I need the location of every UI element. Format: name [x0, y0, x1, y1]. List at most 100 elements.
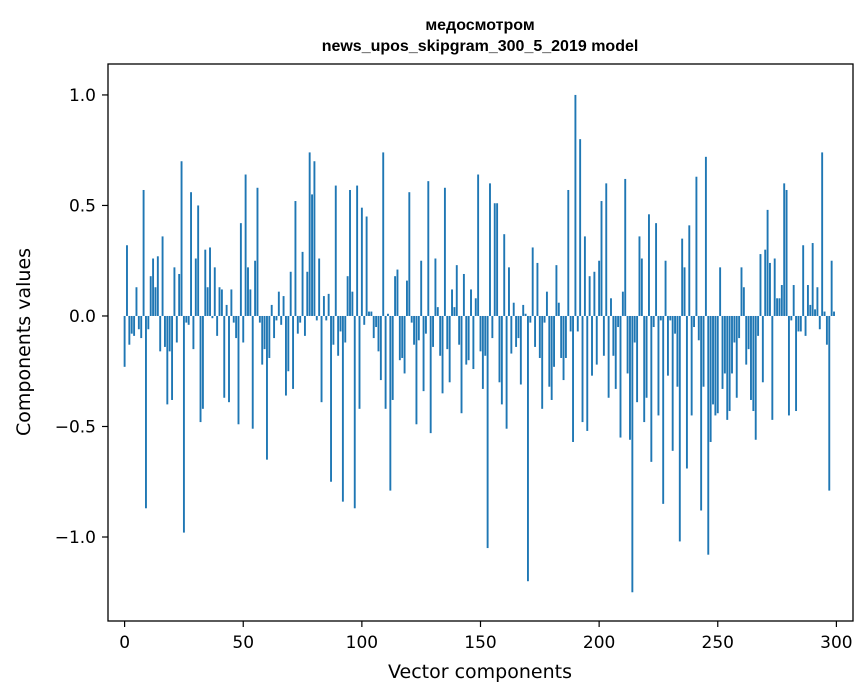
bar [230, 289, 233, 316]
bar [652, 315, 655, 328]
x-tick-label: 200 [583, 633, 615, 653]
bar [410, 315, 413, 323]
bar [757, 315, 760, 336]
bar [572, 315, 574, 442]
bar [292, 315, 295, 389]
bar [403, 315, 406, 374]
bar [759, 254, 762, 316]
bar [804, 315, 807, 336]
bar [714, 315, 717, 416]
bar [128, 315, 131, 345]
bar [318, 258, 321, 316]
bar [256, 187, 259, 316]
bar [370, 311, 373, 316]
bar [754, 315, 757, 440]
bar [721, 315, 724, 389]
bar [209, 247, 211, 316]
bar [678, 315, 681, 542]
bar [560, 315, 563, 358]
bar [258, 315, 261, 323]
bar [178, 273, 181, 316]
bar [237, 315, 240, 425]
bar [631, 315, 634, 593]
bar [742, 287, 745, 316]
bar [612, 315, 615, 356]
bar [142, 189, 145, 316]
bar [389, 315, 392, 491]
bar [192, 315, 195, 350]
bar [685, 315, 688, 469]
bar [735, 315, 738, 398]
x-axis-ticks: 0 50 100 150 200 250 300 [119, 621, 853, 653]
bar [702, 315, 705, 387]
bar [671, 315, 674, 451]
bar [648, 214, 650, 316]
bar [731, 315, 733, 374]
bar [149, 276, 152, 316]
bar [512, 302, 515, 316]
bar [301, 251, 304, 316]
bar [683, 267, 686, 316]
bar [228, 315, 230, 403]
bar [787, 315, 790, 416]
bar [527, 315, 529, 582]
bar [723, 315, 726, 374]
bar [443, 187, 446, 316]
bar [562, 315, 565, 381]
bar [553, 315, 555, 367]
bar [588, 276, 591, 316]
bar [704, 156, 707, 316]
bar [358, 315, 361, 409]
bar [285, 315, 287, 396]
bar [574, 94, 577, 316]
bar [498, 315, 501, 383]
bar [541, 315, 544, 409]
bar [697, 315, 700, 341]
bar [655, 223, 658, 316]
y-tick-label: 1.0 [69, 86, 96, 106]
bars-group [123, 94, 835, 593]
bar [439, 315, 442, 356]
bar [470, 289, 472, 316]
bar [225, 304, 228, 316]
bar [377, 315, 380, 352]
bar [140, 315, 143, 339]
bar [531, 247, 534, 316]
bar [515, 315, 518, 347]
bar [491, 315, 494, 339]
bar [825, 315, 828, 345]
bar [123, 315, 126, 367]
bar [337, 315, 340, 356]
bar [218, 287, 221, 316]
bar [282, 296, 285, 316]
y-axis-label: Components values [13, 248, 35, 436]
bar [448, 315, 451, 383]
bar [681, 238, 684, 316]
bar [583, 236, 586, 316]
bar [621, 291, 624, 316]
bar [581, 315, 584, 423]
bar [769, 262, 771, 316]
bar [365, 216, 368, 316]
bar [733, 315, 736, 343]
bar [517, 315, 520, 339]
bar [185, 315, 188, 323]
bar [462, 273, 465, 316]
bar [797, 315, 800, 332]
bar [363, 315, 366, 325]
bar [690, 315, 693, 416]
bar [576, 315, 579, 332]
bar [484, 315, 487, 356]
bar [349, 189, 351, 316]
bar [424, 315, 427, 334]
bar [313, 161, 316, 316]
bar [669, 315, 672, 321]
bar [275, 315, 278, 321]
bar [204, 249, 207, 316]
bar [396, 269, 399, 316]
bar [529, 315, 532, 323]
bar [510, 315, 513, 354]
bar [693, 315, 695, 328]
bar [391, 315, 394, 400]
bar [636, 315, 639, 403]
